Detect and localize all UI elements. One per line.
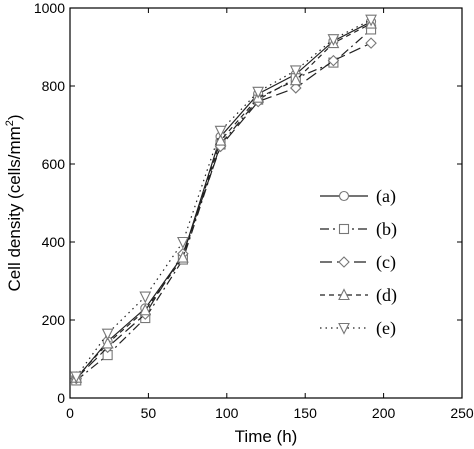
series-line bbox=[75, 21, 372, 379]
data-point bbox=[101, 336, 114, 349]
legend-label: (b) bbox=[376, 219, 397, 240]
data-point bbox=[290, 82, 302, 94]
series-group bbox=[70, 14, 377, 386]
series-1 bbox=[71, 16, 377, 384]
legend-marker bbox=[338, 256, 350, 268]
series-line bbox=[75, 23, 372, 379]
x-tick-label: 50 bbox=[141, 405, 157, 421]
legend-entry-2: (b) bbox=[320, 219, 397, 240]
y-axis-title-main: Cell density (cells/mm bbox=[5, 126, 24, 291]
legend-marker bbox=[338, 190, 350, 202]
series-3 bbox=[70, 37, 377, 385]
legend-label: (e) bbox=[376, 318, 396, 339]
legend-entry-1: (a) bbox=[320, 186, 396, 207]
data-point bbox=[289, 73, 302, 86]
plot-frame bbox=[69, 7, 463, 399]
data-point bbox=[139, 303, 152, 316]
series-line bbox=[75, 19, 372, 377]
y-tick-label: 0 bbox=[57, 390, 65, 406]
data-point bbox=[214, 133, 227, 146]
data-point bbox=[139, 291, 152, 304]
y-tick-label: 1000 bbox=[34, 0, 65, 16]
legend-marker bbox=[338, 288, 350, 301]
y-tick-label: 800 bbox=[42, 78, 66, 94]
data-point bbox=[327, 54, 340, 67]
axis-ticks: 0 50 100 150 200 250 0 200 400 600 800 1000 bbox=[34, 0, 474, 421]
data-point bbox=[214, 125, 227, 138]
legend-marker bbox=[338, 223, 350, 235]
data-point bbox=[70, 371, 83, 384]
data-point bbox=[252, 86, 265, 99]
legend-label: (a) bbox=[376, 186, 396, 207]
series-line bbox=[75, 29, 372, 381]
y-axis-title: Cell density (cells/mm2) bbox=[4, 114, 24, 291]
data-point bbox=[101, 328, 114, 341]
legend-entry-5: (e) bbox=[320, 318, 396, 339]
x-tick-label: 0 bbox=[66, 405, 74, 421]
data-point bbox=[289, 65, 302, 78]
x-tick-label: 200 bbox=[372, 405, 396, 421]
series-4 bbox=[70, 16, 377, 383]
series-5 bbox=[70, 14, 377, 384]
legend: (a) (b) (c) (d) (e) bbox=[320, 186, 397, 339]
x-tick-label: 100 bbox=[215, 405, 239, 421]
y-tick-label: 400 bbox=[42, 234, 66, 250]
data-point bbox=[177, 236, 189, 249]
data-point bbox=[177, 250, 189, 263]
y-axis-title-superscript: 2 bbox=[4, 120, 16, 126]
data-point bbox=[327, 34, 340, 46]
series-2 bbox=[71, 24, 377, 386]
y-tick-label: 600 bbox=[42, 156, 66, 172]
legend-label: (c) bbox=[376, 252, 396, 273]
legend-entry-4: (d) bbox=[320, 285, 397, 306]
x-axis-title: Time (h) bbox=[235, 427, 298, 446]
x-tick-label: 250 bbox=[450, 405, 474, 421]
legend-entry-3: (c) bbox=[320, 252, 396, 273]
y-axis-title-close: ) bbox=[5, 114, 24, 120]
y-tick-label: 200 bbox=[42, 312, 66, 328]
legend-marker bbox=[338, 322, 350, 335]
data-point bbox=[365, 14, 377, 27]
x-tick-label: 150 bbox=[294, 405, 318, 421]
data-point bbox=[365, 37, 377, 49]
legend-label: (d) bbox=[376, 285, 397, 306]
